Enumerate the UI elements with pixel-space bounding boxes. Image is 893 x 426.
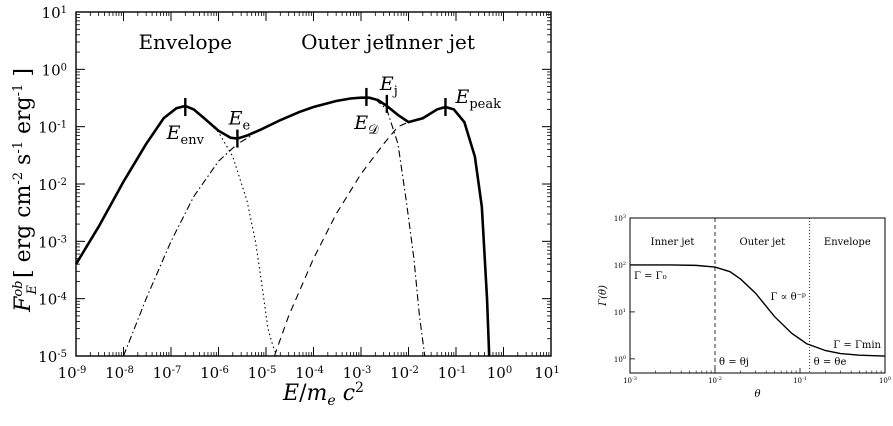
region-label: Envelope [138,30,232,54]
x-tick-label: 10-6 [200,364,229,382]
x-tick-label: 10-7 [153,364,182,382]
lorentz-factor-chart: 10-3 10-2 10-1 100 100 101 102 103 Inner jet Oute… [598,214,891,400]
region-label: Inner jet [387,30,475,54]
x-tick-label: 10-3 [343,364,372,382]
y-tick-label: 10-2 [38,176,67,194]
lorentz-factor-line [630,264,886,357]
side-y-tick-label: 100 [614,355,626,364]
side-y-tick-label: 103 [614,214,626,223]
component-line-4 [360,97,426,357]
side-y-axis-title: Γ(θ) [598,285,609,307]
total-spectrum-line [74,96,491,357]
y-tick-label: 100 [42,61,67,79]
y-tick-label: 10-5 [38,348,67,366]
energy-label: Ee [228,108,251,134]
y-tick-label: 10-3 [38,233,67,251]
side-plot-frame [629,217,886,374]
side-y-tick-label: 102 [614,261,626,270]
component-line-2 [122,135,252,357]
side-x-tick-label: 10-3 [623,376,637,385]
component-line-3 [273,121,409,357]
main-spectrum-chart: 10-9 10-8 10-7 10-6 10-5 10-4 10-3 10-2 10-1 100 1… [11,4,560,409]
x-axis-title: E/me c2 [282,380,364,409]
x-tick-label: 10-4 [295,364,324,382]
side-x-tick-label: 10-2 [708,376,722,385]
region-label: Outer jet [301,30,392,54]
x-tick-label: 10-9 [58,364,87,382]
side-annotation: Γ = Γmin [833,340,881,351]
side-annotation: Γ ∝ θ⁻ᵖ [771,292,806,303]
side-x-tick-label: 100 [879,376,891,385]
side-x-tick-label: 10-1 [793,376,807,385]
energy-label: E𝒟 [353,112,379,138]
x-tick-label: 10-5 [248,364,277,382]
side-region-label: Outer jet [740,237,786,248]
side-region-label: Inner jet [651,237,695,248]
x-tick-label: 100 [487,364,512,382]
side-x-axis-title: θ [754,389,760,400]
y-axis-title: FobE [ erg cm-2 s-1 erg-1 ] [11,68,40,313]
side-region-label: Envelope [824,237,871,248]
x-tick-label: 10-1 [438,364,467,382]
y-tick-label: 101 [42,4,67,22]
x-tick-label: 10-8 [105,364,134,382]
y-tick-label: 10-1 [38,119,67,137]
y-tick-label: 10-4 [38,291,67,309]
side-annotation: θ = θe [814,357,847,368]
side-y-tick-label: 101 [614,308,626,317]
energy-label: Epeak [454,86,501,112]
energy-label: Eenv [166,122,205,148]
energy-label: Ej [379,73,398,99]
side-annotation: Γ = Γ₀ [634,271,667,282]
side-annotation: θ = θj [719,357,749,368]
x-tick-label: 10-2 [390,364,419,382]
component-line-1 [203,117,278,357]
x-tick-label: 101 [534,364,559,382]
